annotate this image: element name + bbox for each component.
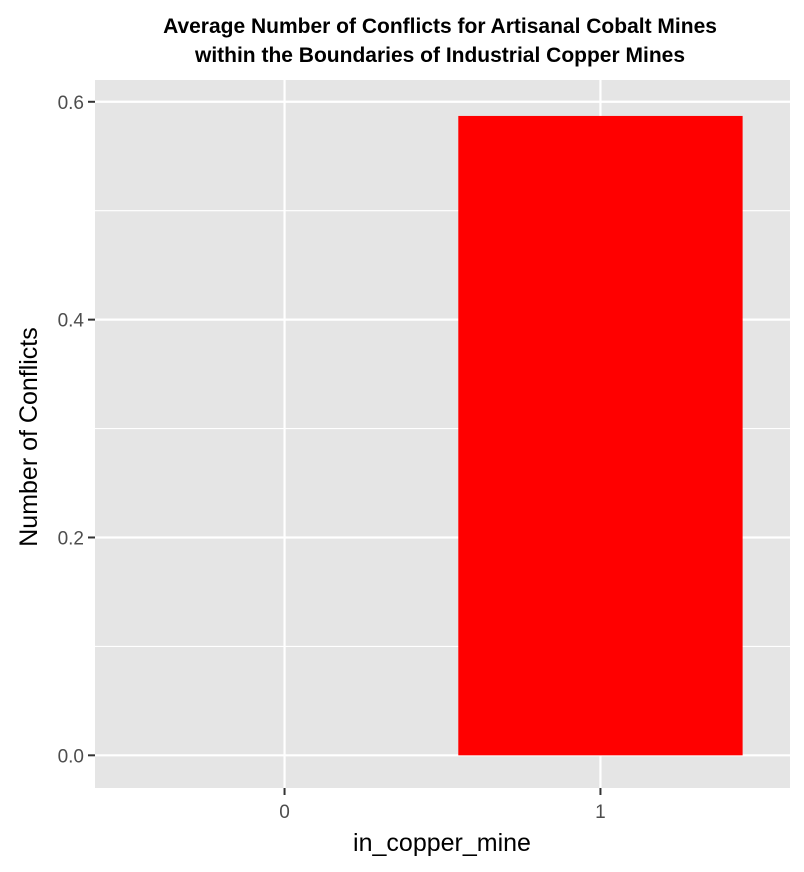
y-tick-label: 0.0 <box>58 746 84 767</box>
chart-title-line-2: within the Boundaries of Industrial Copp… <box>194 44 685 67</box>
y-axis-title: Number of Conflicts <box>15 327 43 547</box>
x-tick-label: 0 <box>279 802 290 823</box>
x-axis-title: in_copper_mine <box>353 829 531 857</box>
y-tick-label: 0.4 <box>58 311 85 332</box>
y-axis-ticks: 0.0 0.2 0.4 0.6 <box>58 93 95 767</box>
y-tick-label: 0.2 <box>58 528 84 549</box>
bars <box>458 115 743 756</box>
bar-1 <box>458 115 743 756</box>
y-tick-label: 0.6 <box>58 93 84 114</box>
chart-title-line-1: Average Number of Conflicts for Artisana… <box>163 15 717 38</box>
x-tick-label: 1 <box>595 802 606 823</box>
